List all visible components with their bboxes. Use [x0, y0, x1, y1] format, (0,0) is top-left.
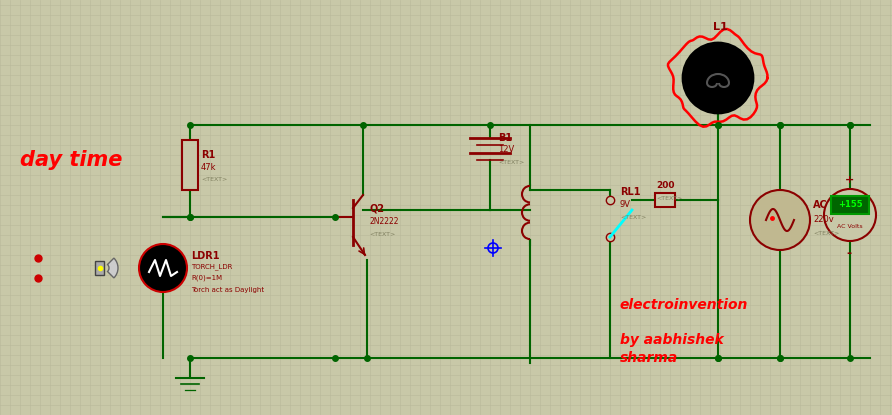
Circle shape [683, 43, 753, 113]
Text: by aabhishek: by aabhishek [620, 333, 723, 347]
Text: R(0)=1M: R(0)=1M [191, 275, 222, 281]
Text: 220v: 220v [813, 215, 834, 224]
Text: <TEXT>: <TEXT> [498, 161, 524, 166]
Text: day time: day time [20, 150, 122, 170]
Text: B1: B1 [498, 133, 512, 143]
FancyBboxPatch shape [831, 196, 869, 214]
Text: AC Volts: AC Volts [838, 225, 863, 229]
Text: 9V: 9V [620, 200, 631, 209]
Text: 47k: 47k [201, 164, 217, 173]
Circle shape [139, 244, 187, 292]
Text: 12V: 12V [498, 146, 515, 154]
Text: RL1: RL1 [620, 187, 640, 197]
Text: +155: +155 [838, 200, 863, 210]
Text: Torch act as Daylight: Torch act as Daylight [191, 287, 264, 293]
Text: <TEXT>: <TEXT> [201, 178, 227, 183]
Wedge shape [108, 258, 118, 278]
Text: Q2: Q2 [369, 204, 384, 214]
Text: <TEXT>: <TEXT> [656, 196, 682, 201]
Text: 200: 200 [656, 181, 674, 190]
Circle shape [750, 190, 810, 250]
Text: electroinvention: electroinvention [620, 298, 748, 312]
Text: +: + [845, 175, 854, 185]
Text: 2N2222: 2N2222 [369, 217, 399, 226]
Text: R1: R1 [201, 150, 215, 160]
FancyBboxPatch shape [95, 261, 104, 275]
Text: L1: L1 [713, 22, 728, 32]
Text: <TEXT>: <TEXT> [620, 215, 646, 220]
Circle shape [824, 189, 876, 241]
Text: <TEXT>: <TEXT> [813, 231, 839, 236]
FancyBboxPatch shape [655, 193, 675, 207]
Text: TORCH_LDR: TORCH_LDR [191, 264, 233, 271]
Text: AC: AC [813, 200, 828, 210]
Text: -: - [847, 247, 852, 259]
Text: LDR1: LDR1 [191, 251, 219, 261]
Text: <TEXT>: <TEXT> [369, 232, 395, 237]
Text: sharma: sharma [620, 351, 678, 365]
FancyBboxPatch shape [182, 140, 198, 190]
